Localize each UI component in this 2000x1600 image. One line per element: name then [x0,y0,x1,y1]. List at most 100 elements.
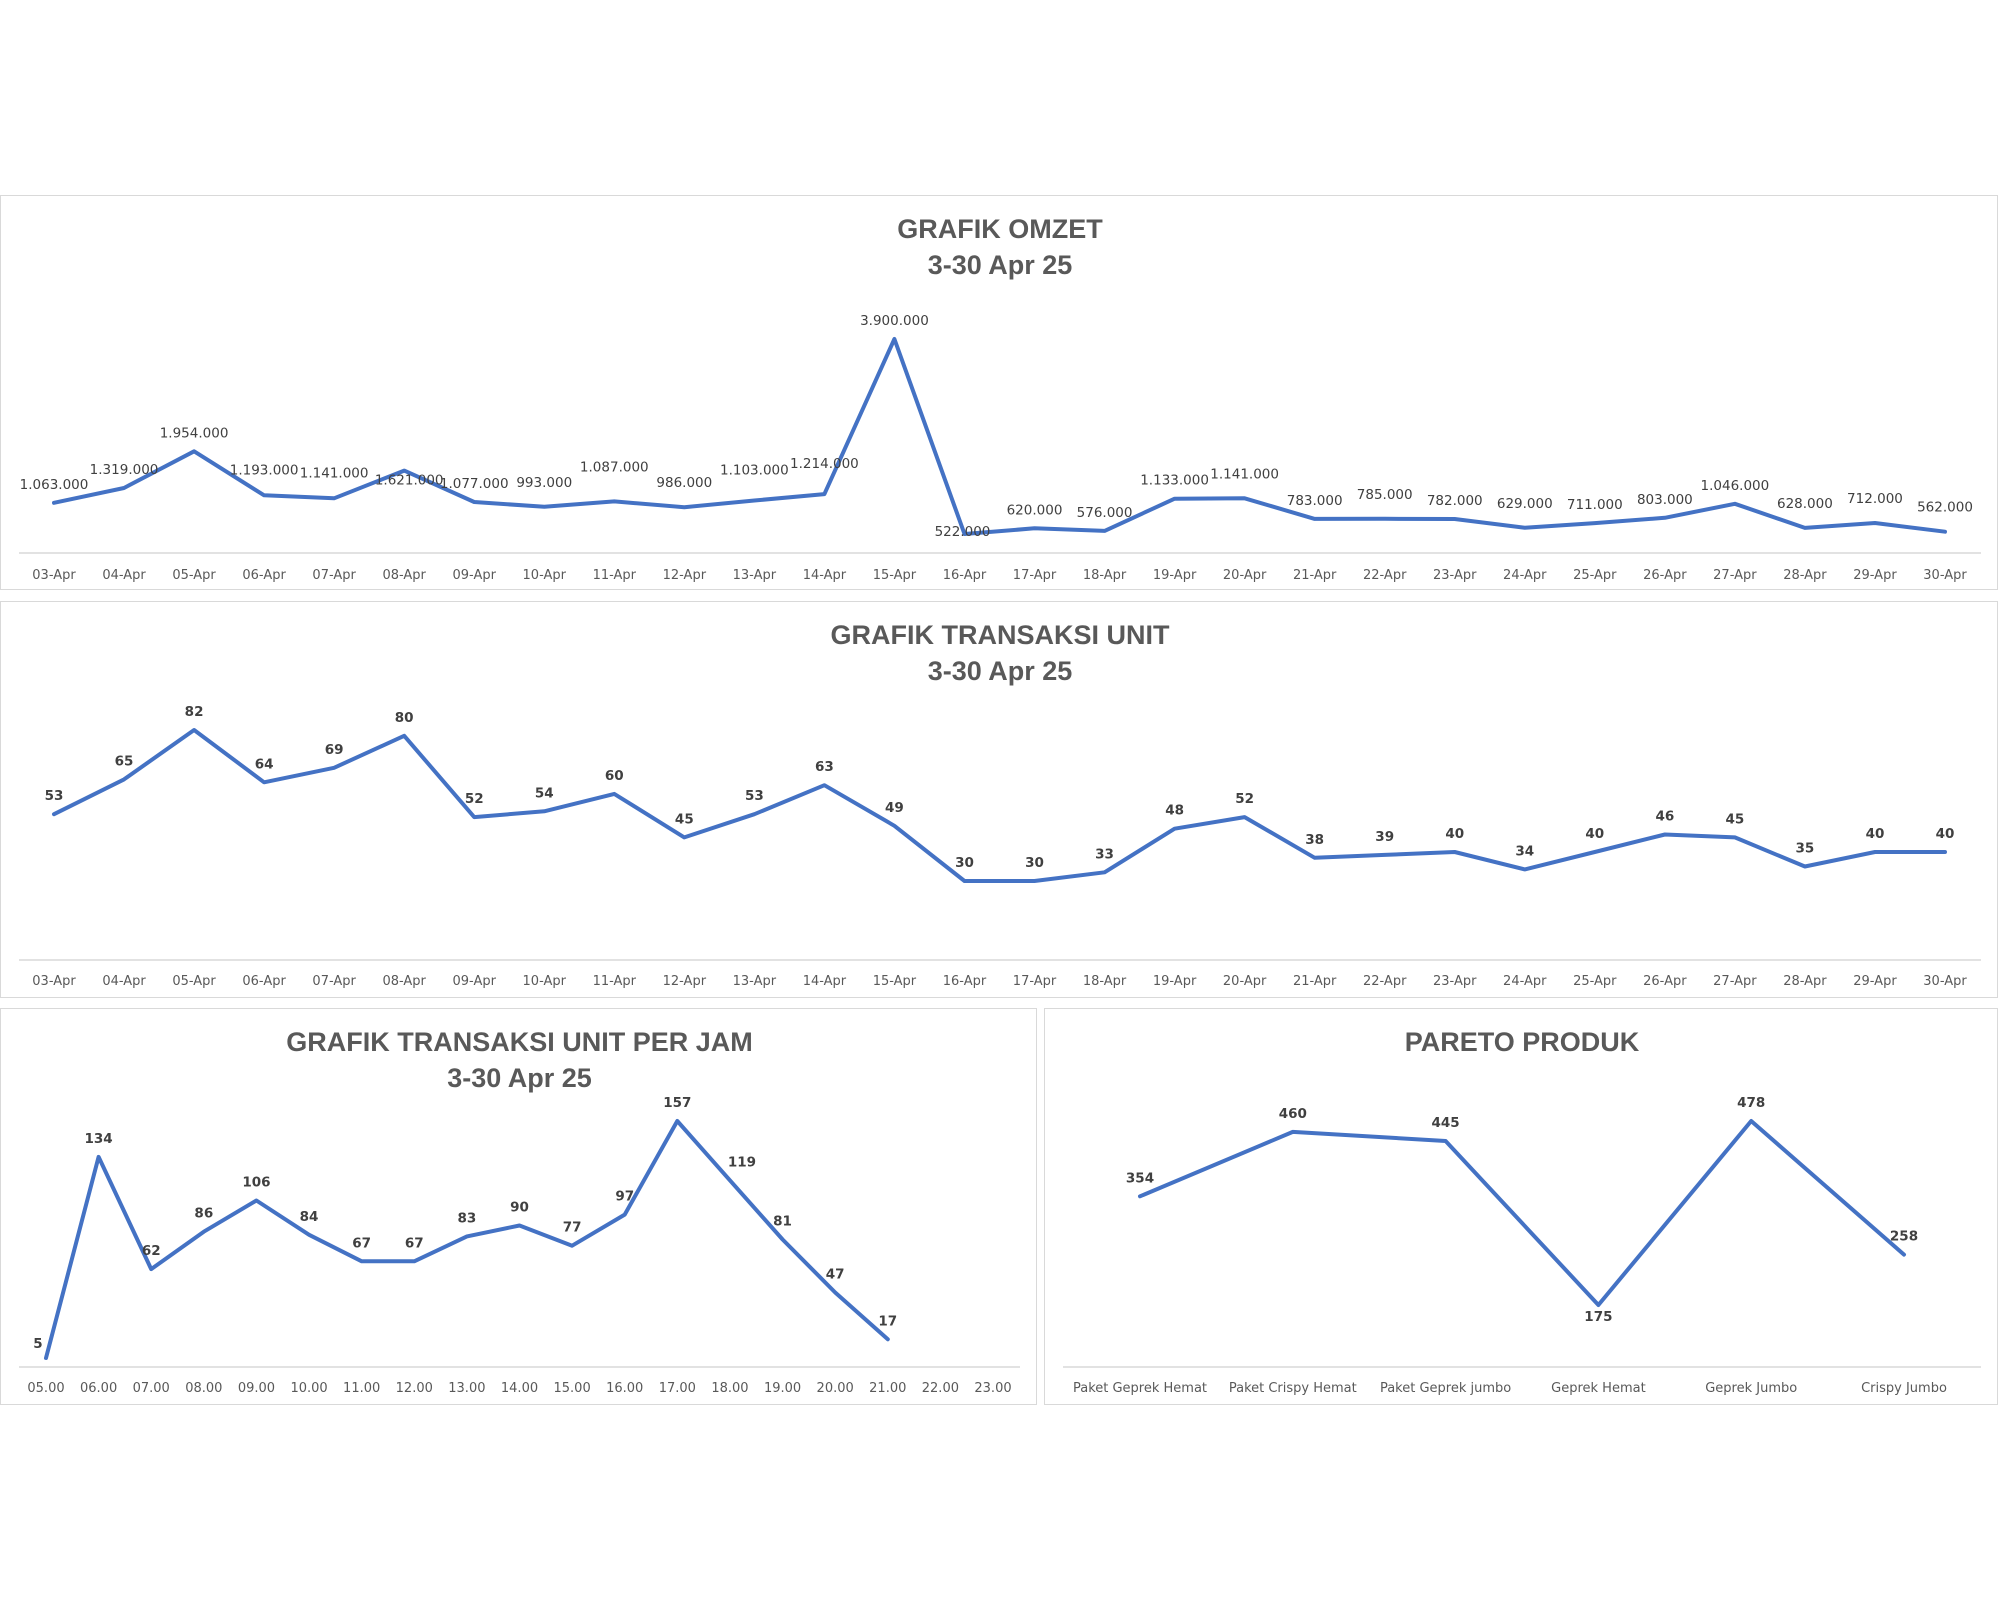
data-label: 80 [395,710,414,726]
x-tick-label: 18-Apr [1083,974,1127,989]
x-tick-label: 13-Apr [733,568,777,583]
x-tick-label: 15-Apr [873,568,917,583]
x-tick-label: 04-Apr [102,974,146,989]
x-tick-label: 11-Apr [593,974,637,989]
data-label: 711.000 [1567,497,1623,513]
data-label: 60 [605,768,624,784]
x-tick-label: 08.00 [185,1381,222,1396]
chart-title-line-1: GRAFIK TRANSAKSI UNIT [831,620,1170,650]
data-label: 478 [1737,1095,1765,1111]
x-tick-label: 21-Apr [1293,568,1337,583]
x-tick-label: 22-Apr [1363,568,1407,583]
x-tick-label: 22.00 [922,1381,959,1396]
data-label: 783.000 [1287,493,1343,509]
x-tick-label: 26-Apr [1643,974,1687,989]
data-label: 1.063.000 [20,477,89,493]
data-label: 64 [255,756,274,772]
unit-chart: GRAFIK TRANSAKSI UNIT 3-30 Apr 25 03-Apr 04… [19,620,1981,989]
unit-chart-panel: GRAFIK TRANSAKSI UNIT 3-30 Apr 25 03-Apr 04… [0,601,1998,998]
data-label: 522.000 [935,524,991,540]
data-label: 33 [1095,846,1114,862]
x-tick-label: 06.00 [80,1381,117,1396]
x-tick-label: 04-Apr [102,568,146,583]
data-label: 785.000 [1357,487,1413,503]
x-tick-label: 28-Apr [1783,974,1827,989]
data-label: 576.000 [1077,505,1133,521]
data-label: 67 [352,1235,371,1251]
series-line [52,337,1947,536]
data-label: 53 [45,788,64,804]
data-label: 460 [1279,1106,1307,1122]
data-label: 1.087.000 [580,459,649,475]
data-label: 45 [675,811,694,827]
x-tick-label: 14-Apr [803,568,847,583]
pareto-chart: PARETO PRODUK Paket Geprek Hemat Paket Cri… [1063,1027,1981,1396]
x-tick-label: 09.00 [238,1381,275,1396]
x-tick-label: 12-Apr [663,974,707,989]
x-tick-label: 19.00 [764,1381,801,1396]
x-tick-label: 16-Apr [943,974,987,989]
data-label: 629.000 [1497,496,1553,512]
x-tick-label: 20-Apr [1223,568,1267,583]
data-label: 1.193.000 [230,462,299,478]
data-label: 1.954.000 [160,425,229,441]
data-label: 1.133.000 [1140,473,1209,489]
data-label: 54 [535,785,554,801]
data-label: 30 [1025,855,1044,871]
series-line [44,1119,890,1360]
data-label: 46 [1655,809,1674,825]
x-tick-label: 12-Apr [663,568,707,583]
data-label: 134 [85,1131,113,1147]
data-label: 1.077.000 [440,476,509,492]
x-tick-label: 18-Apr [1083,568,1127,583]
data-label: 52 [465,791,484,807]
data-label: 67 [405,1235,424,1251]
x-tick-label: 24-Apr [1503,974,1547,989]
data-label: 39 [1375,829,1394,845]
data-label: 40 [1585,826,1604,842]
data-label: 40 [1445,826,1464,842]
chart-title-line-2: 3-30 Apr 25 [928,250,1073,280]
x-tick-label: 16-Apr [943,568,987,583]
data-label: 35 [1796,840,1815,856]
x-tick-label: 05-Apr [172,568,216,583]
data-label: 81 [773,1214,792,1230]
x-tick-label: 23.00 [974,1381,1011,1396]
data-label: 40 [1866,826,1885,842]
x-tick-label: 14-Apr [803,974,847,989]
data-label: 69 [325,742,344,758]
x-tick-label: 26-Apr [1643,568,1687,583]
x-tick-label: Geprek Hemat [1551,1381,1646,1396]
data-label: 17 [878,1313,897,1329]
data-label: 119 [728,1154,756,1170]
x-tick-label: 16.00 [606,1381,643,1396]
pareto-chart-panel: PARETO PRODUK Paket Geprek Hemat Paket Cri… [1044,1008,1998,1405]
x-tick-label: 10-Apr [523,974,567,989]
x-tick-label: 23-Apr [1433,568,1477,583]
data-label: 83 [457,1210,476,1226]
data-label: 782.000 [1427,493,1483,509]
hourly-chart-panel: GRAFIK TRANSAKSI UNIT PER JAM 3-30 Apr 25… [0,1008,1037,1405]
x-tick-label: 23-Apr [1433,974,1477,989]
data-label: 258 [1890,1229,1918,1245]
x-tick-label: 07-Apr [312,568,356,583]
x-tick-label: 15-Apr [873,974,917,989]
x-tick-label: 29-Apr [1853,568,1897,583]
chart-title-line-2: 3-30 Apr 25 [447,1063,592,1093]
x-tick-label: 07.00 [133,1381,170,1396]
chart-title-line-1: GRAFIK OMZET [897,214,1103,244]
x-tick-label: 21.00 [869,1381,906,1396]
x-tick-label: 11-Apr [593,568,637,583]
data-label: 65 [115,753,134,769]
x-tick-label: 06-Apr [242,974,286,989]
x-tick-label: 30-Apr [1923,974,1967,989]
data-label: 38 [1305,832,1324,848]
x-tick-label: 25-Apr [1573,974,1617,989]
data-label: 993.000 [516,475,572,491]
omzet-chart-panel: GRAFIK OMZET 3-30 Apr 25 03-Apr 04-Apr 05-Ap… [0,195,1998,590]
x-tick-label: 07-Apr [312,974,356,989]
x-tick-label: 30-Apr [1923,568,1967,583]
series-line [52,728,1947,883]
omzet-chart: GRAFIK OMZET 3-30 Apr 25 03-Apr 04-Apr 05-Ap… [19,214,1981,583]
data-label: 106 [242,1175,270,1191]
